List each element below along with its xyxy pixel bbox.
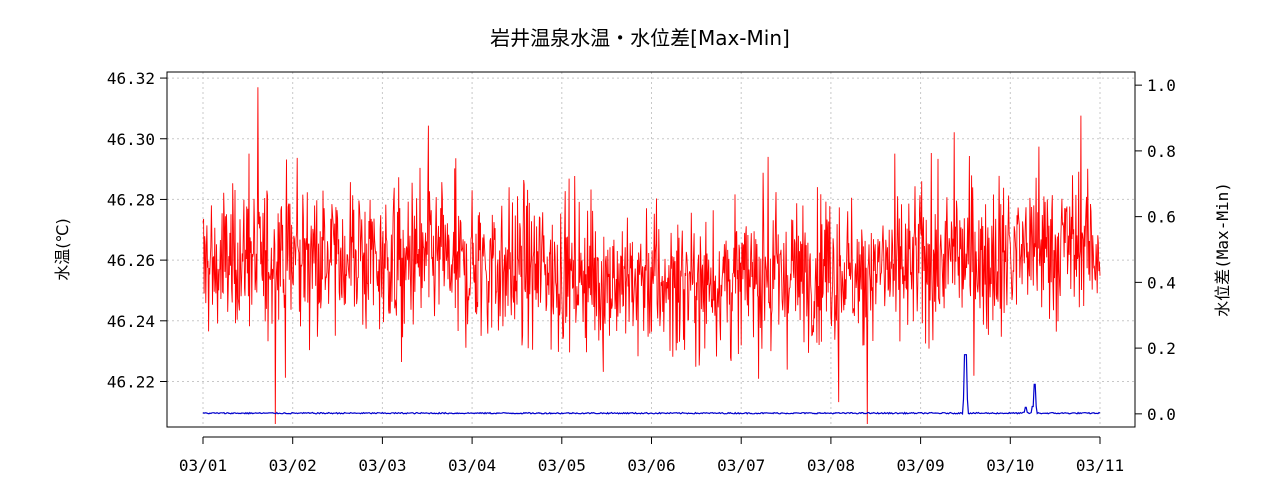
y-axis-left-label: 水温(℃) [53,218,72,280]
x-tick-label: 03/07 [717,456,765,475]
x-tick-label: 03/08 [807,456,855,475]
y-right-tick-label: 0.0 [1147,405,1176,424]
grid [167,72,1135,427]
x-axis: 03/01 03/02 03/03 03/04 03/05 03/06 03/07 03/08… [179,436,1124,475]
y-axis-right: 0.0 0.2 0.4 0.6 0.8 1.0 [1135,76,1176,424]
y-left-tick-label: 46.30 [107,130,155,149]
x-tick-label: 03/05 [538,456,586,475]
x-tick-label: 03/09 [897,456,945,475]
y-axis-right-label: 水位差(Max-Min) [1213,182,1232,317]
temperature-line [202,87,1101,425]
y-right-tick-label: 0.4 [1147,273,1176,292]
x-tick-label: 03/01 [179,456,227,475]
x-tick-label: 03/03 [358,456,406,475]
chart-title: 岩井温泉水温・水位差[Max-Min] [490,26,790,50]
series-water-temperature [202,87,1101,425]
plot-frame [166,71,1136,428]
x-tick-label: 03/06 [627,456,675,475]
x-tick-label: 03/04 [448,456,496,475]
y-right-tick-label: 0.6 [1147,208,1176,227]
y-right-tick-label: 1.0 [1147,76,1176,95]
water-level-line [202,354,1101,416]
y-left-tick-label: 46.22 [107,372,155,391]
x-tick-label: 03/02 [269,456,317,475]
x-tick-label: 03/10 [986,456,1034,475]
x-tick-label: 03/11 [1076,456,1124,475]
y-axis-left: 46.22 46.24 46.26 46.28 46.30 46.32 [107,69,167,391]
y-right-tick-label: 0.8 [1147,142,1176,161]
y-left-tick-label: 46.28 [107,190,155,209]
series-water-level-diff [202,354,1101,416]
y-left-tick-label: 46.24 [107,312,155,331]
y-left-tick-label: 46.32 [107,69,155,88]
y-right-tick-label: 0.2 [1147,339,1176,358]
y-left-tick-label: 46.26 [107,251,155,270]
